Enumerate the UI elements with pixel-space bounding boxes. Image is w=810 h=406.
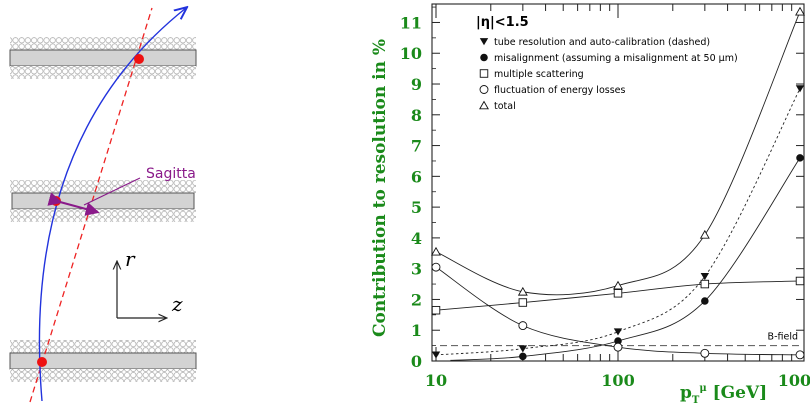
resolution-chart: 0 1 2 3 4 5 6 7 8 9 10 11 10 100 1000 Contribution to… [370, 3, 810, 406]
y-tick-label: 8 [411, 106, 422, 125]
sagitta-diagram: Sagitta r z [9, 7, 197, 403]
data-point [613, 280, 623, 290]
legend-marker [479, 85, 489, 94]
data-point [701, 297, 709, 305]
y-tick-label: 9 [411, 75, 422, 94]
legend-entry: tube resolution and auto-calibration (da… [494, 37, 710, 48]
axis-ticks [432, 4, 804, 362]
data-point [700, 273, 710, 281]
x-axis-label: pTμ [GeV] [680, 383, 767, 406]
data-point [795, 276, 805, 286]
data-point [518, 298, 528, 307]
data-point [519, 352, 527, 361]
y-tick-label: 2 [411, 290, 422, 309]
hit-marker-top [134, 54, 144, 64]
x-tick-label: 100 [601, 371, 634, 390]
legend-marker [480, 53, 488, 62]
data-point [517, 286, 528, 296]
series-line-1 [435, 88, 801, 356]
y-tick-label: 7 [411, 137, 422, 156]
rz-axes: r z [117, 247, 183, 318]
axis-r-label: r [125, 247, 136, 271]
data-point [431, 305, 441, 315]
y-tick-label: 4 [411, 229, 422, 248]
sagitta-arrow [47, 192, 100, 216]
y-tick-label: 5 [411, 198, 422, 217]
data-point [518, 345, 528, 353]
data-point [700, 279, 710, 289]
hit-marker-bottom [37, 357, 47, 367]
muon-chamber-top [9, 37, 197, 79]
chord-line [29, 7, 153, 403]
data-point [795, 350, 805, 360]
y-tick-label: 10 [400, 44, 422, 63]
legend-entry: total [494, 101, 516, 112]
y-tick-label: 6 [411, 167, 422, 186]
legend-marker [479, 69, 489, 78]
y-axis-label: Contribution to resolution in % [370, 39, 390, 337]
legend-marker [479, 38, 489, 46]
data-point [795, 85, 805, 93]
data-point [795, 6, 805, 16]
x-tick-labels: 10 100 1000 [425, 371, 810, 390]
data-point [613, 342, 623, 352]
y-tick-label: 1 [411, 321, 422, 340]
x-tick-label: 1000 [778, 371, 810, 390]
y-tick-label: 0 [411, 352, 422, 371]
legend-marker [479, 100, 489, 110]
muon-track [38, 8, 186, 402]
y-tick-label: 11 [400, 13, 422, 32]
legend-entry: multiple scattering [494, 69, 584, 80]
data-point [518, 321, 528, 331]
chart-annotations: B-field [440, 332, 802, 347]
x-tick-label: 10 [425, 371, 447, 390]
hit-marker-middle [51, 196, 61, 206]
series-markers [431, 6, 805, 361]
axis-z-label: z [171, 292, 183, 316]
data-point [700, 348, 710, 358]
legend-entry: fluctuation of energy losses [494, 85, 626, 96]
muon-chamber-bottom [9, 340, 197, 382]
data-point [431, 246, 441, 256]
data-point [431, 351, 441, 359]
sagitta-label: Sagitta [146, 166, 196, 182]
data-point [699, 229, 710, 239]
y-tick-labels: 0 1 2 3 4 5 6 7 8 9 10 11 [400, 13, 422, 371]
data-point [431, 262, 441, 272]
series-line-5 [435, 11, 801, 296]
legend: tube resolution and auto-calibration (da… [479, 37, 738, 112]
b-field-label: B-field [768, 332, 798, 343]
data-point [613, 328, 623, 336]
data-point [614, 337, 622, 345]
chart-title: |η|<1.5 [476, 15, 529, 30]
legend-entry: misalignment (assuming a misalignment at… [494, 53, 738, 64]
y-tick-label: 3 [411, 260, 422, 279]
muon-chamber-middle [10, 180, 196, 222]
data-point [613, 289, 623, 298]
series-line-2 [450, 157, 801, 361]
data-point [796, 154, 804, 162]
sagitta-leader-line [83, 177, 141, 206]
